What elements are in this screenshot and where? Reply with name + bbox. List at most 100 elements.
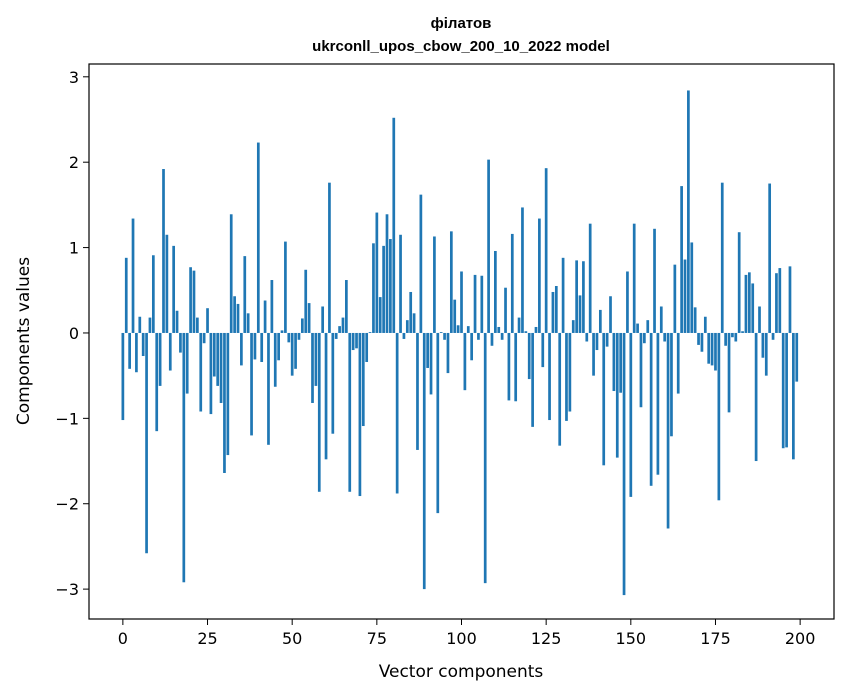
bar-165	[680, 186, 683, 333]
bar-171	[700, 332, 704, 352]
x-tick-label: 175	[700, 629, 731, 648]
bar-78	[385, 214, 389, 333]
chart-title: філатов	[431, 15, 492, 32]
bar-105	[477, 332, 480, 340]
bar-53	[300, 318, 304, 333]
y-tick-label: −2	[55, 495, 79, 514]
bar-56	[311, 332, 314, 403]
bar-103	[470, 332, 474, 361]
bar-159	[659, 306, 663, 333]
bar-95	[443, 332, 446, 340]
bar-65	[341, 317, 345, 333]
bar-76	[378, 297, 382, 333]
bar-20	[189, 267, 192, 333]
bar-66	[345, 280, 348, 333]
bar-92	[433, 236, 436, 333]
bar-5	[138, 316, 142, 333]
bar-35	[240, 332, 243, 366]
bar-197	[788, 266, 792, 333]
bar-71	[361, 332, 365, 427]
bar-128	[554, 286, 558, 333]
bar-188	[758, 306, 761, 333]
x-tick-label: 0	[118, 629, 128, 648]
bar-19	[185, 332, 189, 394]
bar-38	[250, 332, 253, 436]
bar-121	[531, 332, 534, 427]
bar-22	[196, 317, 199, 333]
bar-112	[500, 332, 504, 340]
bar-32	[229, 214, 233, 333]
x-tick-label: 100	[446, 629, 477, 648]
bar-184	[744, 274, 748, 333]
y-tick-label: 1	[69, 239, 79, 258]
bar-117	[517, 317, 521, 333]
bar-122	[534, 326, 538, 333]
bar-194	[778, 268, 782, 333]
bar-85	[409, 291, 413, 333]
bar-192	[771, 332, 775, 340]
bar-15	[172, 245, 176, 333]
bar-24	[202, 332, 206, 344]
bar-186	[751, 283, 755, 333]
bar-170	[697, 332, 700, 345]
bar-90	[426, 332, 429, 368]
y-tick-label: 0	[69, 324, 79, 343]
bar-181	[734, 332, 738, 342]
bar-94	[439, 332, 443, 333]
bar-133	[571, 320, 575, 333]
bar-115	[510, 233, 514, 333]
bar-1	[124, 257, 128, 333]
bar-109	[490, 332, 494, 346]
bar-191	[768, 183, 772, 333]
x-axis-ticks: 0 25 50 75 100 125 150 175 200	[118, 619, 815, 648]
bar-0	[121, 332, 125, 421]
bar-2	[128, 332, 131, 369]
bar-11	[158, 332, 162, 386]
x-tick-label: 25	[197, 629, 217, 648]
bar-118	[521, 207, 524, 333]
bar-107	[483, 332, 487, 584]
bar-97	[449, 231, 453, 333]
bar-9	[151, 255, 155, 333]
bar-169	[693, 307, 697, 333]
bar-88	[419, 194, 423, 333]
bar-160	[663, 332, 667, 342]
bar-51	[294, 332, 297, 369]
bar-34	[236, 303, 240, 333]
bar-50	[290, 332, 294, 376]
bar-84	[405, 320, 409, 333]
bar-148	[622, 332, 626, 596]
bar-68	[351, 332, 355, 351]
bar-8	[148, 317, 152, 333]
bar-100	[460, 271, 463, 333]
bar-59	[321, 306, 325, 333]
bar-106	[480, 275, 484, 333]
bar-75	[375, 212, 379, 333]
bar-96	[446, 332, 450, 374]
bar-39	[253, 332, 257, 360]
y-tick-label: 2	[69, 153, 79, 172]
bar-72	[365, 332, 369, 362]
bar-57	[314, 332, 318, 386]
bar-3	[131, 218, 135, 333]
bar-127	[551, 291, 555, 333]
bar-89	[422, 332, 426, 590]
bar-126	[548, 332, 551, 421]
bar-30	[223, 332, 226, 473]
bar-33	[233, 296, 236, 333]
bar-155	[646, 320, 650, 333]
bar-44	[270, 280, 274, 333]
bar-124	[541, 332, 545, 368]
bar-147	[619, 332, 623, 393]
bar-154	[643, 332, 646, 344]
bar-123	[538, 218, 541, 333]
bar-52	[297, 332, 301, 340]
bar-113	[504, 287, 507, 333]
bar-185	[747, 272, 751, 333]
y-tick-label: 3	[69, 68, 79, 87]
bar-189	[761, 332, 765, 358]
bar-143	[605, 332, 609, 347]
bar-179	[727, 332, 731, 413]
bar-166	[683, 259, 687, 333]
